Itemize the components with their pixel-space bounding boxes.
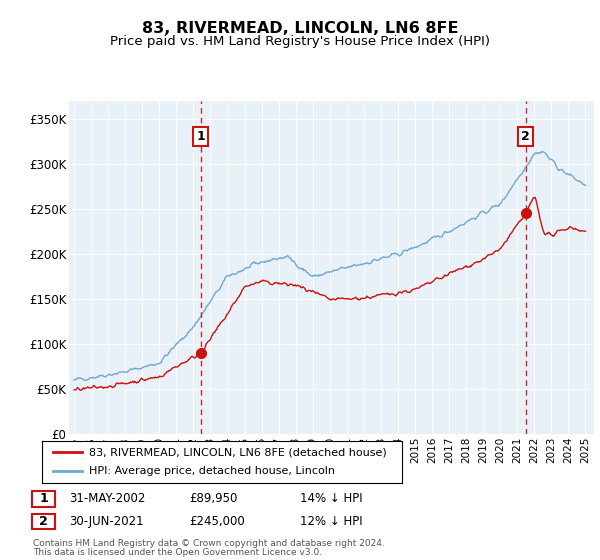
Text: 83, RIVERMEAD, LINCOLN, LN6 8FE (detached house): 83, RIVERMEAD, LINCOLN, LN6 8FE (detache… — [89, 447, 386, 457]
Text: Price paid vs. HM Land Registry's House Price Index (HPI): Price paid vs. HM Land Registry's House … — [110, 35, 490, 48]
Text: HPI: Average price, detached house, Lincoln: HPI: Average price, detached house, Linc… — [89, 466, 335, 477]
Text: 31-MAY-2002: 31-MAY-2002 — [69, 492, 145, 506]
Text: 2: 2 — [521, 130, 530, 143]
Text: 12% ↓ HPI: 12% ↓ HPI — [300, 515, 362, 528]
Text: £245,000: £245,000 — [189, 515, 245, 528]
Text: 30-JUN-2021: 30-JUN-2021 — [69, 515, 143, 528]
Text: £89,950: £89,950 — [189, 492, 238, 506]
Text: 2: 2 — [40, 515, 48, 528]
Text: 14% ↓ HPI: 14% ↓ HPI — [300, 492, 362, 506]
Text: 83, RIVERMEAD, LINCOLN, LN6 8FE: 83, RIVERMEAD, LINCOLN, LN6 8FE — [142, 21, 458, 36]
Text: 1: 1 — [40, 492, 48, 506]
Text: This data is licensed under the Open Government Licence v3.0.: This data is licensed under the Open Gov… — [33, 548, 322, 557]
Text: Contains HM Land Registry data © Crown copyright and database right 2024.: Contains HM Land Registry data © Crown c… — [33, 539, 385, 548]
Text: 1: 1 — [196, 130, 205, 143]
